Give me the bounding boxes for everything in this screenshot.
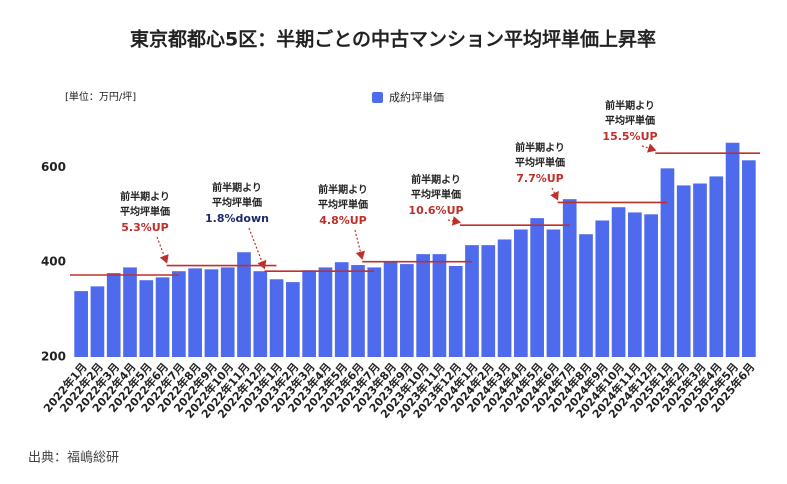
annotation-arrow bbox=[156, 236, 169, 264]
annotation-text: 平均坪単価 bbox=[515, 156, 565, 169]
source: 出典：福嶋総研 bbox=[28, 451, 119, 466]
unit-label: [単位：万円/坪] bbox=[65, 90, 136, 103]
annotation-text: 平均坪単価 bbox=[120, 205, 170, 218]
annotation-arrow bbox=[248, 227, 267, 270]
annotation-text: 前半期より bbox=[212, 181, 262, 194]
bar bbox=[676, 185, 691, 357]
annotation-text: 前半期より bbox=[605, 99, 655, 112]
bar bbox=[514, 229, 528, 357]
annotation-text: 平均坪単価 bbox=[411, 188, 461, 201]
bar bbox=[628, 212, 642, 357]
bar bbox=[725, 142, 740, 357]
bar bbox=[448, 265, 463, 357]
annotation-text: 前半期より bbox=[120, 190, 170, 203]
bar bbox=[742, 160, 756, 357]
bar bbox=[269, 279, 284, 357]
annotation-arrow bbox=[354, 229, 366, 260]
bar bbox=[318, 267, 333, 357]
annotation-text: 前半期より bbox=[515, 141, 565, 154]
bar bbox=[188, 268, 202, 357]
annotation-text: 平均坪単価 bbox=[605, 114, 655, 127]
bar bbox=[139, 280, 154, 357]
bar bbox=[546, 229, 561, 357]
chart-title: 東京都都心5区：半期ごとの中古マンション平均坪単価上昇率 bbox=[130, 28, 656, 51]
bar bbox=[497, 239, 512, 357]
y-tick-label: 400 bbox=[41, 255, 66, 269]
bar bbox=[106, 273, 121, 357]
annotation-arrow bbox=[641, 143, 657, 153]
annotation-arrow bbox=[550, 187, 559, 201]
bar bbox=[367, 267, 382, 357]
bar bbox=[595, 220, 610, 357]
bar bbox=[172, 271, 186, 357]
annotation-text: 前半期より bbox=[411, 173, 461, 186]
bar bbox=[334, 262, 349, 357]
annotation-change: 10.6%UP bbox=[408, 204, 463, 217]
bar bbox=[579, 234, 593, 357]
bar bbox=[286, 282, 300, 357]
bar bbox=[432, 254, 447, 357]
annotation-change: 5.3%UP bbox=[121, 221, 169, 234]
bar bbox=[660, 168, 675, 357]
y-tick-label: 600 bbox=[41, 160, 66, 174]
bar bbox=[465, 245, 479, 357]
legend-swatch bbox=[372, 92, 383, 103]
bar bbox=[416, 254, 430, 357]
bar bbox=[383, 262, 398, 357]
legend-label: 成約坪単価 bbox=[389, 90, 444, 104]
bar bbox=[237, 252, 251, 357]
annotation-text: 平均坪単価 bbox=[212, 196, 262, 209]
annotation-change: 7.7%UP bbox=[516, 172, 564, 185]
bar bbox=[302, 270, 316, 357]
annotation-text: 平均坪単価 bbox=[318, 198, 368, 211]
bar bbox=[90, 286, 105, 357]
y-tick-label: 200 bbox=[41, 350, 66, 364]
bar bbox=[693, 183, 707, 357]
bar bbox=[123, 267, 137, 357]
bar bbox=[644, 214, 658, 357]
bar bbox=[74, 291, 88, 357]
bar bbox=[253, 271, 268, 357]
bar bbox=[220, 267, 235, 357]
bar bbox=[481, 245, 496, 357]
bar bbox=[351, 265, 365, 357]
bar bbox=[204, 269, 219, 357]
bar bbox=[400, 264, 414, 357]
annotation-arrow bbox=[447, 216, 462, 226]
bar bbox=[155, 277, 170, 357]
bar bbox=[530, 218, 544, 357]
annotation-change: 4.8%UP bbox=[319, 214, 367, 227]
annotation-text: 前半期より bbox=[318, 183, 368, 196]
bar bbox=[611, 207, 626, 357]
annotation-change: 15.5%UP bbox=[602, 130, 657, 143]
bar bbox=[562, 199, 577, 357]
annotation-change: 1.8%down bbox=[205, 212, 269, 225]
bar bbox=[709, 176, 724, 357]
